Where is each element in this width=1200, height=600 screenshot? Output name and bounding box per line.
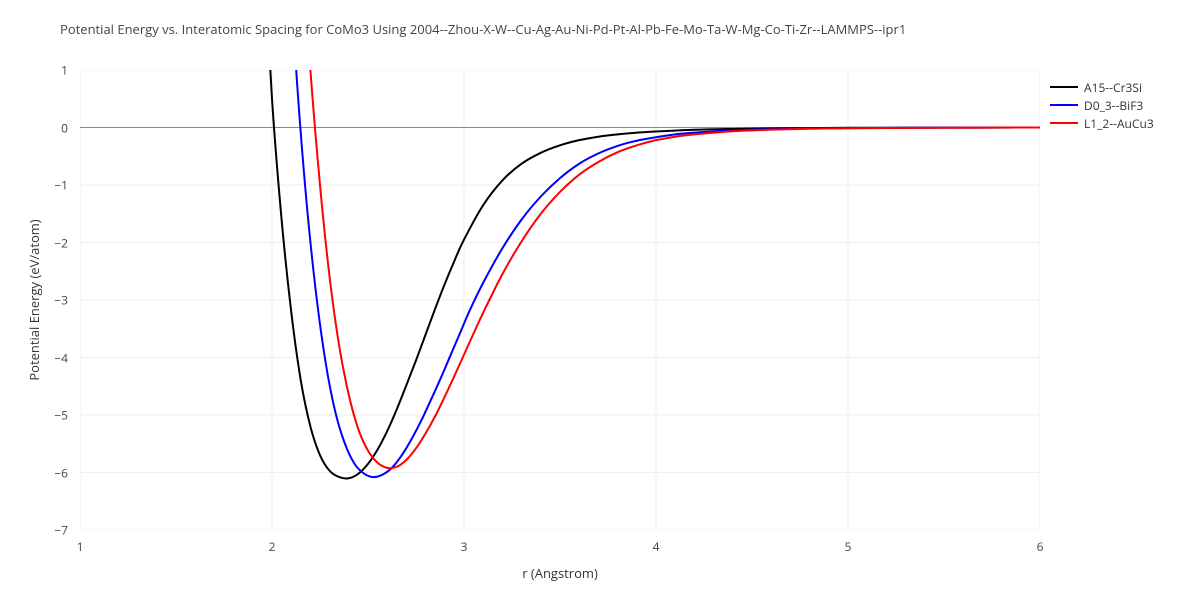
x-tick-label: 6 bbox=[1037, 538, 1044, 555]
legend-item[interactable]: D0_3--BiF3 bbox=[1050, 96, 1154, 114]
chart-title: Potential Energy vs. Interatomic Spacing… bbox=[60, 20, 906, 38]
y-tick-label: −1 bbox=[38, 177, 68, 194]
series-line[interactable] bbox=[262, 70, 1040, 478]
y-tick-label: 0 bbox=[38, 119, 68, 136]
plot-area[interactable] bbox=[80, 70, 1040, 530]
x-tick-label: 4 bbox=[653, 538, 660, 555]
legend-item[interactable]: A15--Cr3Si bbox=[1050, 78, 1154, 96]
x-axis-label: r (Angstrom) bbox=[522, 564, 598, 582]
x-tick-label: 5 bbox=[845, 538, 852, 555]
legend-label: L1_2--AuCu3 bbox=[1084, 115, 1154, 132]
legend-swatch bbox=[1050, 86, 1078, 88]
y-tick-label: 1 bbox=[38, 62, 68, 79]
legend-label: D0_3--BiF3 bbox=[1084, 97, 1143, 114]
legend-swatch bbox=[1050, 122, 1078, 124]
legend-swatch bbox=[1050, 104, 1078, 106]
legend: A15--Cr3SiD0_3--BiF3L1_2--AuCu3 bbox=[1050, 78, 1154, 132]
x-tick-label: 3 bbox=[461, 538, 468, 555]
series-line[interactable] bbox=[301, 70, 1040, 468]
y-tick-label: −7 bbox=[38, 522, 68, 539]
legend-item[interactable]: L1_2--AuCu3 bbox=[1050, 114, 1154, 132]
y-axis-label: Potential Energy (eV/atom) bbox=[25, 219, 43, 380]
y-tick-label: −6 bbox=[38, 464, 68, 481]
x-tick-label: 2 bbox=[269, 538, 276, 555]
legend-label: A15--Cr3Si bbox=[1084, 79, 1142, 96]
x-tick-label: 1 bbox=[77, 538, 84, 555]
y-tick-label: −5 bbox=[38, 407, 68, 424]
chart-container: Potential Energy vs. Interatomic Spacing… bbox=[0, 0, 1200, 600]
